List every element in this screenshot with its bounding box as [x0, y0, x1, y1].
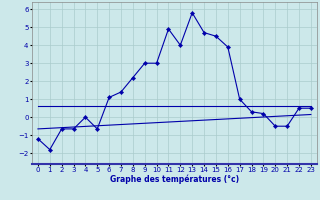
X-axis label: Graphe des températures (°c): Graphe des températures (°c)	[110, 175, 239, 184]
